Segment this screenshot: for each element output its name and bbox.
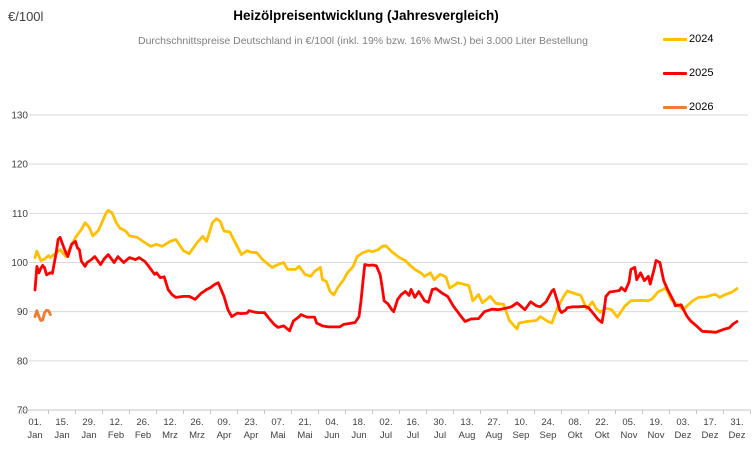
legend-item-2025[interactable]: 2025: [663, 67, 713, 79]
x-tick-label-26.Feb: 26. Feb: [135, 417, 151, 441]
x-tick-label-15.Jan: 15. Jan: [54, 417, 69, 441]
legend-label-2026: 2026: [689, 101, 714, 113]
series-line-2025: [33, 235, 739, 334]
chart-title: Heizölpreisentwicklung (Jahresvergleich): [233, 8, 499, 23]
legend-swatch-2024: [663, 37, 687, 41]
x-tick-label-29.Jan: 29. Jan: [81, 417, 96, 441]
chart-subtitle: Durchschnittspreise Deutschland in €/100…: [138, 35, 588, 47]
x-tick-label-26.Mrz: 26. Mrz: [189, 417, 205, 441]
x-tick-label-04.Jun: 04. Jun: [324, 417, 339, 441]
x-tick-label-12.Mrz: 12. Mrz: [162, 417, 178, 441]
x-tick-label-21.Mai: 21. Mai: [297, 417, 312, 441]
x-tick-label-23.Apr: 23. Apr: [244, 417, 259, 441]
legend-item-2026[interactable]: 2026: [663, 101, 713, 113]
legend-swatch-2025: [663, 71, 687, 75]
x-tick-label-12.Feb: 12. Feb: [108, 417, 124, 441]
x-tick-label-01.Jan: 01. Jan: [27, 417, 42, 441]
y-axis-unit-label: €/100l: [8, 9, 44, 24]
y-tick-label-100: 100: [11, 258, 28, 269]
chart-legend: 2024 2025 2026: [663, 33, 713, 113]
x-tick-label-05.Nov: 05. Nov: [621, 417, 638, 441]
x-tick-label-07.Mai: 07. Mai: [270, 417, 285, 441]
series-line-2026: [33, 308, 52, 322]
x-tick-label-19.Nov: 19. Nov: [648, 417, 665, 441]
y-tick-label-110: 110: [12, 209, 28, 220]
x-tick-label-24.Sep: 24. Sep: [540, 417, 557, 441]
x-tick-label-30.Jul: 30. Jul: [433, 417, 446, 441]
y-tick-label-120: 120: [11, 160, 28, 171]
x-tick-label-27.Aug: 27. Aug: [486, 417, 503, 441]
x-tick-label-03.Dez: 03. Dez: [675, 417, 692, 441]
x-tick-label-09.Apr: 09. Apr: [217, 417, 232, 441]
x-tick-label-10.Sep: 10. Sep: [513, 417, 530, 441]
legend-item-2024[interactable]: 2024: [663, 33, 713, 45]
x-tick-label-13.Aug: 13. Aug: [459, 417, 476, 441]
x-tick-label-16.Jul: 16. Jul: [406, 417, 419, 441]
x-tick-label-31.Dez: 31. Dez: [729, 417, 746, 441]
y-tick-label-130: 130: [11, 111, 28, 122]
legend-label-2025: 2025: [689, 67, 714, 79]
x-tick-label-22.Okt: 22. Okt: [595, 417, 610, 441]
y-tick-label-70: 70: [17, 406, 29, 417]
x-tick-label-18.Jun: 18. Jun: [351, 417, 366, 441]
x-tick-label-02.Jul: 02. Jul: [379, 417, 392, 441]
x-tick-label-17.Dez: 17. Dez: [702, 417, 719, 441]
y-tick-label-80: 80: [17, 356, 29, 367]
series-line-2024: [33, 208, 739, 331]
legend-swatch-2026: [663, 105, 687, 109]
x-tick-label-08.Okt: 08. Okt: [568, 417, 583, 441]
legend-label-2024: 2024: [689, 33, 714, 45]
y-tick-label-90: 90: [17, 307, 29, 318]
